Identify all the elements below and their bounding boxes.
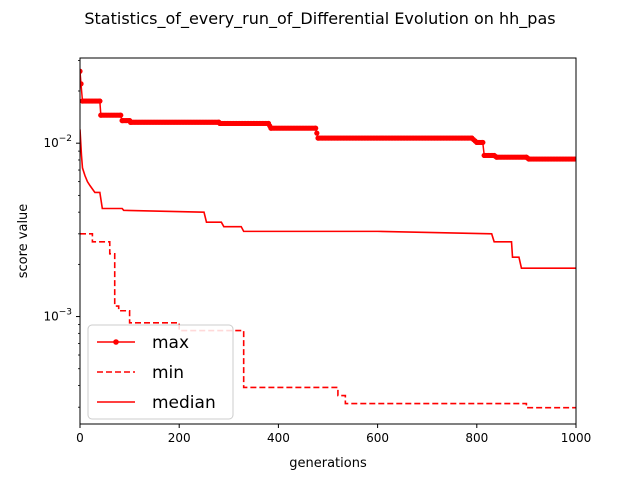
series-max-marker <box>313 125 319 131</box>
y-tick-label: 10−3 <box>43 308 72 324</box>
legend-label-max: max <box>152 333 189 353</box>
y-axis-ticks: 10−3 10−2 <box>43 60 80 408</box>
chart-title: Statistics_of_every_run_of_Differential … <box>84 9 555 29</box>
legend-label-min: min <box>152 363 184 383</box>
plot-area <box>80 68 576 409</box>
series-max-marker <box>480 139 486 146</box>
x-tick-label: 800 <box>465 431 488 445</box>
series-max-marker <box>97 98 103 104</box>
legend-label-median: median <box>152 393 216 413</box>
series-max-marker <box>80 81 84 87</box>
x-tick-label: 200 <box>168 431 191 445</box>
x-tick-label: 1000 <box>561 431 592 445</box>
series-min-line <box>80 233 576 409</box>
x-axis-ticks: 0 200 400 600 800 1000 <box>76 424 591 445</box>
series-max-marker <box>573 156 576 162</box>
plot-frame <box>79 57 577 425</box>
series-max-line <box>80 71 576 160</box>
series-max-marker <box>118 112 124 118</box>
x-tick-label: 0 <box>76 431 84 445</box>
legend-marker-max <box>113 339 119 345</box>
y-tick-label: 10−2 <box>43 134 72 150</box>
series-median-line <box>80 129 576 270</box>
x-tick-label: 600 <box>366 431 389 445</box>
x-tick-label: 400 <box>267 431 290 445</box>
x-axis-label: generations <box>289 456 367 471</box>
y-axis-label: score value <box>16 204 31 279</box>
series-max-marker <box>80 68 83 74</box>
legend-box <box>87 324 234 420</box>
legend: max min median <box>87 324 234 420</box>
series-max-marker <box>314 130 320 136</box>
